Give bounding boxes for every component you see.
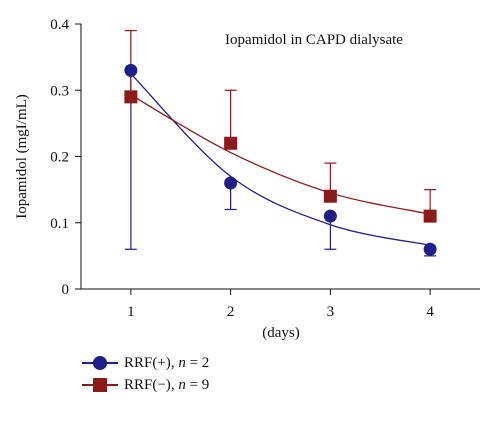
axes: 0 0.1 0.2 0.3 0.4 1 2 3 4: [50, 17, 480, 320]
y-tick-label: 0.2: [50, 150, 69, 166]
fit-curves: [130, 73, 431, 246]
y-tick-label: 0: [62, 282, 70, 298]
x-tick-label: 1: [127, 304, 135, 320]
y-tick-label: 0.4: [50, 17, 69, 33]
data-point-rrf-minus: [323, 189, 337, 203]
data-point-rrf-plus: [323, 209, 337, 223]
legend: RRF(+), n = 2 RRF(−), n = 9: [82, 352, 209, 396]
square-marker-icon: [93, 378, 107, 392]
legend-item-rrf-plus: RRF(+), n = 2: [82, 352, 209, 374]
x-tick-label: 3: [327, 304, 335, 320]
data-point-rrf-minus: [423, 209, 437, 223]
x-axis-label: (days): [262, 325, 300, 341]
chart-title: Iopamidol in CAPD dialysate: [225, 32, 403, 48]
fit-curve-rrf-plus: [130, 73, 431, 246]
y-tick-label: 0.3: [50, 83, 69, 99]
data-point-rrf-minus: [224, 136, 238, 150]
data-point-rrf-plus: [124, 63, 138, 77]
x-tick-label: 2: [227, 304, 235, 320]
y-tick-label: 0.1: [50, 216, 69, 232]
data-markers: [124, 63, 437, 256]
data-point-rrf-minus: [124, 90, 138, 104]
error-bars: [124, 30, 437, 257]
data-point-rrf-plus: [224, 176, 238, 190]
legend-label: RRF(−), n = 9: [124, 376, 210, 393]
legend-item-rrf-minus: RRF(−), n = 9: [82, 374, 209, 396]
data-point-rrf-plus: [423, 242, 437, 256]
circle-marker-icon: [93, 356, 107, 370]
legend-label: RRF(+), n = 2: [124, 354, 210, 371]
fit-curve-rrf-minus: [130, 94, 431, 215]
legend-swatch-rrf-plus: [82, 356, 118, 370]
legend-swatch-rrf-minus: [82, 378, 118, 392]
y-axis-label: Iopamidol (mgI/mL): [14, 94, 30, 219]
x-tick-label: 4: [426, 304, 434, 320]
